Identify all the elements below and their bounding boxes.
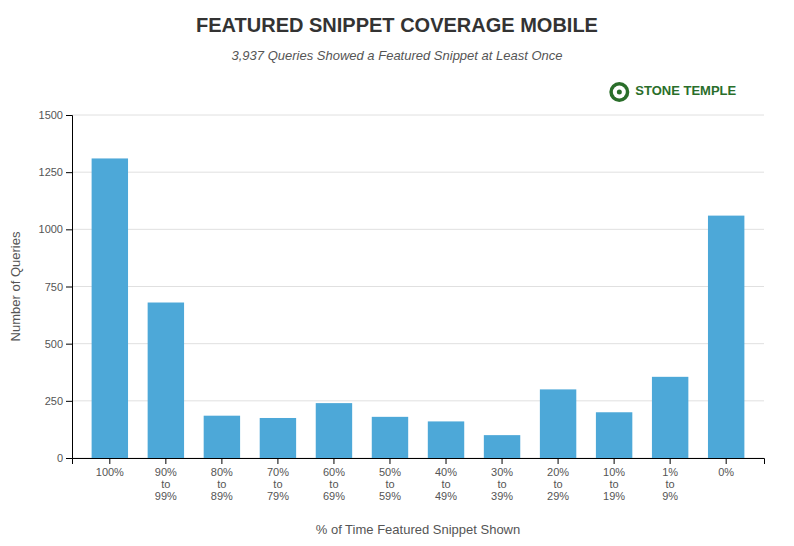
x-tick: 50%to59% — [379, 458, 401, 502]
y-tick-label: 1250 — [39, 166, 63, 178]
y-tick-label: 250 — [45, 395, 63, 407]
x-tick-mark — [221, 458, 222, 464]
x-tick: 100% — [96, 458, 124, 478]
y-tick-label: 1000 — [39, 223, 63, 235]
bar — [428, 421, 464, 458]
x-tick-mark — [446, 458, 447, 464]
x-tick: 30%to39% — [491, 458, 513, 502]
x-tick-label: 70%to79% — [267, 466, 289, 502]
y-tick-label: 750 — [45, 281, 63, 293]
x-axis-line — [73, 459, 765, 465]
y-tick: 1000 — [39, 223, 72, 235]
x-tick-label: 80%to89% — [211, 466, 233, 502]
x-tick-mark — [109, 458, 110, 464]
y-tick-label: 1500 — [39, 109, 63, 121]
bar — [540, 389, 576, 458]
annotation: STONE TEMPLE — [635, 83, 736, 98]
x-tick-label: 30%to39% — [491, 466, 513, 502]
chart: FEATURED SNIPPET COVERAGE MOBILE 3,937 Qu… — [0, 0, 794, 546]
x-tick-mark — [389, 458, 390, 464]
x-tick: 90%to99% — [155, 458, 177, 502]
bar — [148, 303, 184, 458]
y-tick-mark — [66, 229, 72, 230]
bar — [708, 216, 744, 458]
logo-icon-inner — [613, 86, 626, 99]
grid — [72, 115, 764, 458]
x-tick: 10%to19% — [603, 458, 625, 502]
subtitle: 3,937 Queries Showed a Featured Snippet … — [232, 48, 563, 63]
x-tick-label: 50%to59% — [379, 466, 401, 502]
x-tick-mark — [726, 458, 727, 464]
y-tick-label: 500 — [45, 338, 63, 350]
plot: 0 250 500 750 1000 1250 1500 100% 90%to99% 80%to8… — [39, 109, 765, 502]
y-tick: 500 — [45, 338, 72, 350]
bar — [316, 403, 352, 458]
x-tick: 20%to29% — [547, 458, 569, 502]
x-tick: 0% — [718, 458, 734, 478]
y-tick-mark — [66, 401, 72, 402]
bar — [92, 158, 128, 458]
grid-line — [72, 229, 764, 230]
x-tick-label: 100% — [96, 466, 124, 478]
grid-line — [72, 115, 764, 116]
x-tick-mark — [670, 458, 671, 464]
y-axis-label: Number of Queries — [8, 231, 23, 341]
y-axis: 0 250 500 750 1000 1250 1500 — [39, 109, 73, 464]
x-tick-label: 20%to29% — [547, 466, 569, 502]
y-tick: 0 — [57, 452, 72, 464]
grid-line — [72, 172, 764, 173]
x-tick-label: 1%to9% — [662, 466, 678, 502]
y-tick: 250 — [45, 395, 72, 407]
x-tick-mark — [165, 458, 166, 464]
x-tick-label: 90%to99% — [155, 466, 177, 502]
x-tick-mark — [558, 458, 559, 464]
logo-icon — [609, 82, 629, 102]
y-tick-label: 0 — [57, 452, 63, 464]
y-tick-mark — [66, 344, 72, 345]
logo-icon-dot — [617, 90, 622, 95]
bar — [484, 435, 520, 458]
x-tick: 80%to89% — [211, 458, 233, 502]
bars — [92, 158, 745, 458]
x-axis-label: % of Time Featured Snippet Shown — [316, 522, 521, 537]
x-tick-label: 60%to69% — [323, 466, 345, 502]
y-tick-mark — [66, 458, 72, 459]
x-tick-label: 40%to49% — [435, 466, 457, 502]
bar — [596, 412, 632, 458]
title: FEATURED SNIPPET COVERAGE MOBILE — [196, 14, 598, 36]
bar — [372, 417, 408, 458]
y-axis-line — [66, 116, 73, 459]
x-tick: 1%to9% — [662, 458, 678, 502]
x-tick-label: 0% — [718, 466, 734, 478]
logo: STONE TEMPLE — [609, 82, 736, 102]
x-tick: 40%to49% — [435, 458, 457, 502]
bar — [204, 416, 240, 458]
y-tick: 1500 — [39, 109, 72, 121]
x-tick-label: 10%to19% — [603, 466, 625, 502]
x-tick-mark — [502, 458, 503, 464]
x-tick: 70%to79% — [267, 458, 289, 502]
y-tick-mark — [66, 287, 72, 288]
y-tick-mark — [66, 172, 72, 173]
x-tick-mark — [614, 458, 615, 464]
y-tick-mark — [66, 115, 72, 116]
x-tick: 60%to69% — [323, 458, 345, 502]
grid-line — [72, 286, 764, 287]
bar — [260, 418, 296, 458]
y-tick: 750 — [45, 281, 72, 293]
x-tick-mark — [333, 458, 334, 464]
y-tick: 1250 — [39, 166, 72, 178]
bar — [652, 377, 688, 458]
x-axis: 100% 90%to99% 80%to89% 70%to79% 60%to69% 50%t… — [73, 458, 765, 502]
x-tick-mark — [277, 458, 278, 464]
